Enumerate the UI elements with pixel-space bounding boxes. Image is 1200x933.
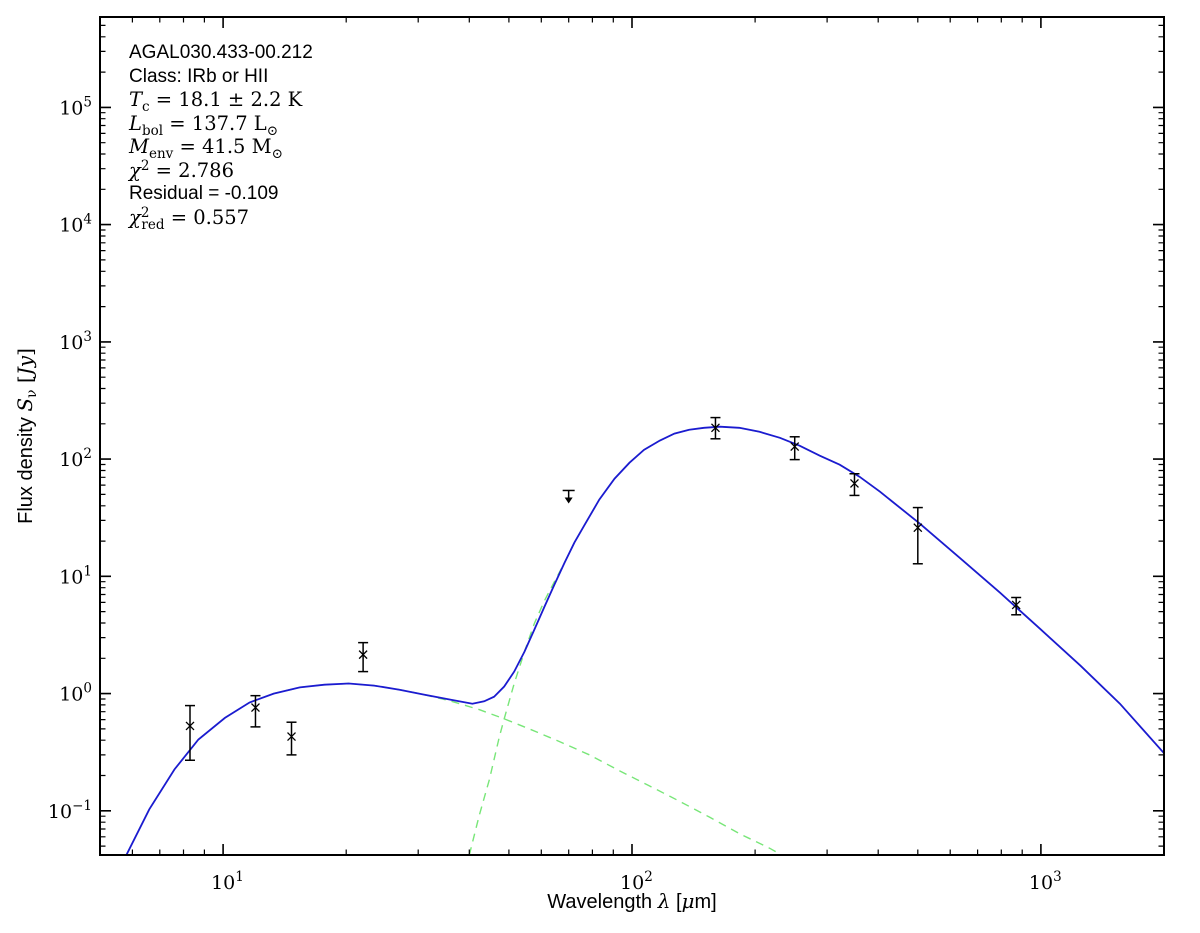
data-point	[250, 694, 261, 728]
class-line: Class: IRb or HII	[129, 65, 313, 89]
model-total-curve	[125, 425, 1164, 855]
tick-label: 102	[59, 446, 92, 471]
residual-line: Residual = -0.109	[129, 182, 313, 206]
tick-label: 100	[59, 681, 92, 706]
annotation-segment: χ	[129, 158, 141, 182]
annotation-segment: bol	[141, 122, 164, 139]
fit-annotation: AGAL030.433-00.212 Class: IRb or HII Tc = …	[129, 41, 313, 233]
y-tick-labels: 10−1 100 101 102 103 104 105	[48, 94, 92, 822]
annotation-segment: red	[141, 216, 165, 233]
tick-label: 101	[59, 563, 92, 588]
tick-label: 103	[1029, 869, 1062, 894]
annotation-segment: 2	[140, 204, 150, 221]
annotation-segment: Residual = -0.109	[129, 183, 279, 204]
annotation-segment: ⊙	[266, 122, 279, 139]
annotation-segment: = 41.5 M	[173, 135, 272, 158]
annotation-segment: ⊙	[271, 146, 283, 162]
data-point	[286, 721, 297, 756]
chi2red-line: χ2red = 0.557	[129, 204, 313, 233]
upper-limit-marker	[562, 489, 575, 504]
data-point	[710, 416, 721, 440]
annotation-segment: = 137.7 L	[163, 111, 267, 135]
data-point	[789, 436, 800, 461]
tick-label: 103	[59, 329, 92, 354]
source-name: AGAL030.433-00.212	[129, 41, 313, 65]
data-point	[912, 506, 923, 565]
data-point	[185, 704, 196, 762]
data-point	[358, 641, 369, 673]
annotation-segment: = 2.786	[149, 158, 234, 182]
tick-label: 105	[59, 94, 92, 119]
major-ticks	[100, 17, 1164, 855]
tc-line: Tc = 18.1 ± 2.2 K	[129, 88, 313, 115]
annotation-segment: Class: IRb or HII	[129, 65, 269, 87]
warm-component-curve	[125, 682, 782, 855]
x-tick-labels: 101 102 103	[211, 869, 1062, 894]
annotation-segment: c	[142, 99, 150, 115]
tick-label: 104	[59, 212, 92, 237]
menv-line: Menv = 41.5 M⊙	[129, 135, 313, 162]
x-axis-label: Wavelength λ [μm]	[547, 889, 716, 913]
annotation-segment: L	[129, 111, 142, 135]
data-point	[1011, 596, 1022, 616]
minor-ticks	[100, 17, 1164, 855]
annotation-segment: T	[129, 88, 143, 111]
data-point	[849, 473, 860, 497]
model-curves	[125, 425, 1164, 855]
tick-label: 102	[620, 869, 653, 894]
annotation-segment: env	[148, 146, 174, 162]
annotation-segment: χ	[129, 205, 141, 229]
y-axis-label: Flux density Sν​ [Jy]	[13, 348, 40, 524]
annotation-segment: = 0.557	[164, 205, 250, 229]
lbol-line: Lbol = 137.7 L⊙	[129, 111, 313, 139]
tick-label: 10−1	[48, 798, 92, 823]
annotation-segment: = 18.1 ± 2.2 K	[149, 88, 303, 111]
data-points	[185, 416, 1022, 762]
annotation-segment: 2	[140, 157, 150, 174]
annotation-segment: AGAL030.433-00.212	[129, 42, 313, 63]
chi2-line: χ2 = 2.786	[129, 157, 313, 183]
tick-label: 101	[211, 869, 244, 894]
annotation-segment: M	[129, 135, 149, 158]
